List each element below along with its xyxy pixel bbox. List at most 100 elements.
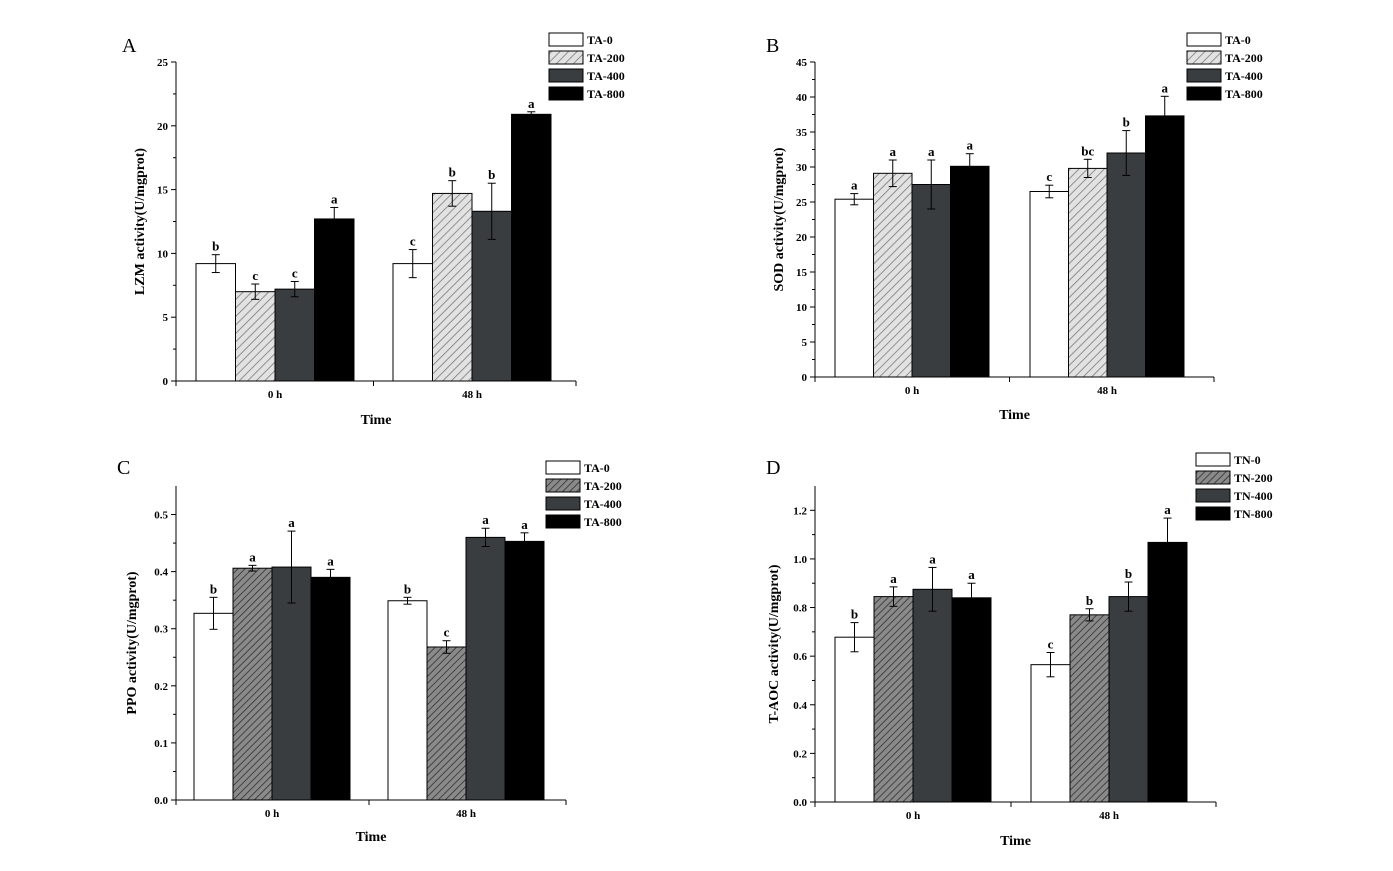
chart-panel-a: Ab c c b c b a a 0 5 10 15 20 25 0 h 48 h Time LZM activi… [122,32,625,428]
panel-label: B [766,35,779,57]
x-axis-title: Time [361,413,392,428]
y-tick-label: 0.4 [793,700,807,712]
legend-label: TA-400 [587,69,625,83]
legend-label: TA-0 [1225,33,1251,47]
bar [504,540,545,801]
bar [1108,596,1149,803]
y-tick-label: 0.2 [154,681,168,693]
significance-letter: a [929,551,936,566]
legend-label: TA-0 [584,461,610,475]
y-tick-label: 30 [796,162,808,174]
bar [1106,152,1146,378]
legend-swatch [1186,50,1222,65]
bar [1147,541,1188,803]
legend-swatch [545,460,581,475]
legend-label: TA-200 [1225,51,1263,65]
bar [1029,191,1069,378]
y-tick-label: 40 [796,92,808,104]
legend-swatch [1195,488,1231,503]
y-tick-label: 35 [796,127,808,139]
significance-letter: bc [1081,143,1094,158]
y-tick-label: 45 [796,57,808,69]
legend-swatch [545,496,581,511]
y-tick-label: 25 [157,57,169,69]
significance-letter: b [212,239,219,254]
x-tick-label: 0 h [265,808,279,820]
bar [310,576,351,801]
significance-letter: a [851,178,858,193]
significance-letter: b [488,167,495,182]
y-tick-label: 5 [802,337,808,349]
bar [873,596,914,803]
significance-letter: b [1086,593,1093,608]
significance-letter: b [1125,566,1132,581]
legend-label: TA-800 [584,515,622,529]
significance-letter: a [1164,502,1171,517]
legend-swatch [1195,470,1231,485]
significance-letter: a [331,191,338,206]
y-tick-label: 0.5 [154,510,168,522]
x-axis-title: Time [1000,834,1031,849]
legend-swatch [545,514,581,529]
legend-swatch [1186,32,1222,47]
significance-letter: a [1162,80,1169,95]
y-tick-label: 0.1 [154,738,168,750]
y-tick-label: 0.2 [793,748,807,760]
bar [511,113,552,382]
significance-letter: a [890,144,897,159]
legend-label: TN-0 [1234,453,1261,467]
legend-label: TA-800 [587,87,625,101]
significance-letter: c [252,268,258,283]
y-tick-label: 20 [157,121,169,133]
x-tick-label: 0 h [268,389,282,401]
legend-swatch [548,86,584,101]
legend-label: TN-400 [1234,489,1273,503]
legend-swatch [1186,68,1222,83]
y-tick-label: 0.0 [793,797,807,809]
y-tick-label: 20 [796,232,808,244]
bar [912,588,953,803]
bar [387,600,428,801]
bar [392,263,433,382]
significance-letter: a [249,549,256,564]
legend-label: TA-200 [584,479,622,493]
bar [271,566,312,801]
x-tick-label: 48 h [456,808,476,820]
significance-letter: c [444,625,450,640]
y-tick-label: 0 [802,372,808,384]
bar [834,198,874,378]
y-tick-label: 0.8 [793,603,807,615]
bar [235,291,276,382]
x-tick-label: 48 h [1099,810,1119,822]
significance-letter: a [327,553,334,568]
bar [195,263,236,382]
y-axis-title: LZM activity(U/mgprot) [133,148,148,295]
x-tick-label: 48 h [1097,385,1117,397]
significance-letter: b [404,581,411,596]
y-tick-label: 0.4 [154,567,168,579]
y-axis-title: T-AOC activity(U/mgprot) [767,564,782,723]
chart-panel-d: Db c a b a b a a 0.0 0.2 0.4 0.6 0.8 1.0 1.2 0 h 48 h Tim… [766,452,1273,849]
legend-label: TA-800 [1225,87,1263,101]
y-tick-label: 1.0 [793,554,807,566]
significance-letter: a [288,515,295,530]
y-tick-label: 15 [796,267,808,279]
significance-letter: a [967,138,974,153]
legend-swatch [545,478,581,493]
significance-letter: a [521,517,528,532]
significance-letter: a [528,96,535,111]
chart-panel-c: Cb b a c a a a a 0.0 0.1 0.2 0.3 0.4 0.5 0 h 48 h Time PP… [117,457,622,845]
y-tick-label: 25 [796,197,808,209]
legend-label: TN-200 [1234,471,1273,485]
bar [432,192,473,382]
x-tick-label: 48 h [462,389,482,401]
significance-letter: a [928,144,935,159]
significance-letter: a [890,571,897,586]
y-tick-label: 0.0 [154,795,168,807]
panel-label: A [122,35,137,57]
bar [911,184,951,378]
legend: TA-0 TA-200 TA-400 TA-800 [548,32,625,101]
bar [274,288,315,382]
bar [465,536,506,801]
